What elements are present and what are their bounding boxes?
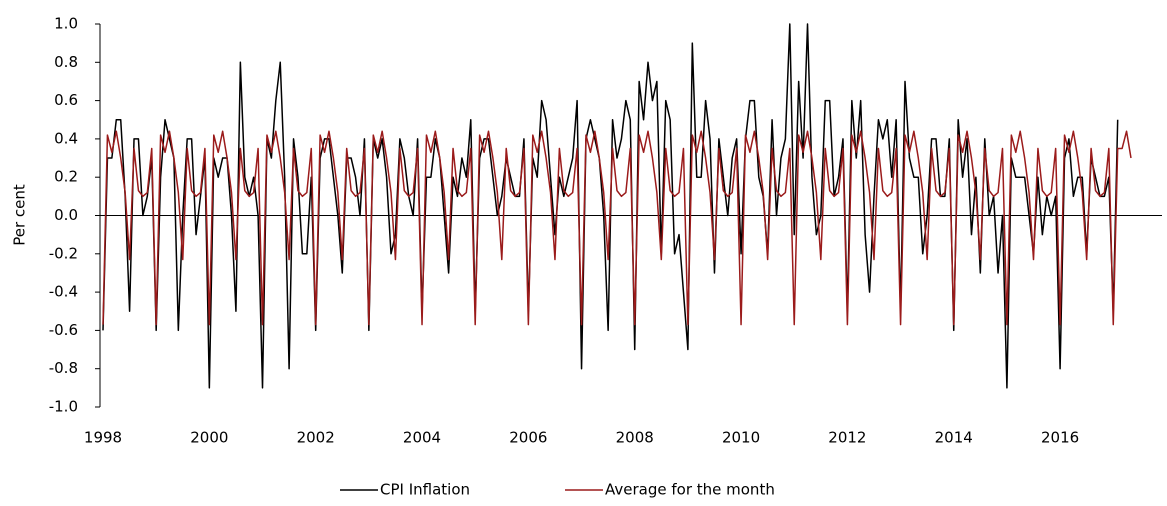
- y-tick-label: 0.2: [54, 168, 78, 186]
- x-tick-label: 2000: [190, 429, 228, 447]
- x-tick-label: 2008: [616, 429, 654, 447]
- x-tick-label: 2004: [403, 429, 441, 447]
- legend-label: CPI Inflation: [380, 481, 470, 499]
- x-tick-label: 2012: [828, 429, 866, 447]
- x-tick-label: 2014: [935, 429, 973, 447]
- y-tick-label: -0.8: [49, 359, 78, 377]
- y-tick-label: -0.2: [49, 244, 78, 262]
- y-tick-label: 0.0: [54, 206, 78, 224]
- y-tick-label: -0.6: [49, 321, 78, 339]
- legend-label: Average for the month: [605, 481, 775, 499]
- x-tick-label: 1998: [84, 429, 122, 447]
- y-tick-label: 1.0: [54, 15, 78, 33]
- y-tick-label: -1.0: [49, 398, 78, 416]
- x-tick-label: 2006: [509, 429, 547, 447]
- y-tick-label: 0.6: [54, 91, 78, 109]
- y-tick-label: -0.4: [49, 283, 78, 301]
- y-axis-label: Per cent: [11, 184, 29, 246]
- x-tick-label: 2016: [1041, 429, 1079, 447]
- y-tick-label: 0.8: [54, 53, 78, 71]
- x-tick-label: 2002: [297, 429, 335, 447]
- y-tick-label: 0.4: [54, 129, 78, 147]
- x-tick-label: 2010: [722, 429, 760, 447]
- series-line: [102, 130, 1132, 326]
